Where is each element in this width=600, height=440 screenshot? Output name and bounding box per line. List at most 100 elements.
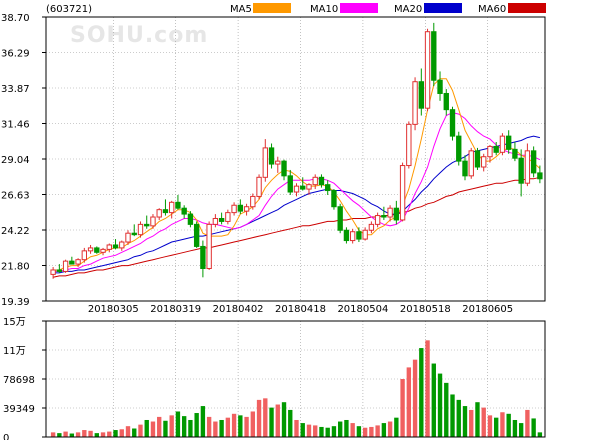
legend-label: MA5 [230, 4, 252, 15]
date-tick-label: 20180319 [150, 304, 201, 315]
candle [493, 142, 499, 156]
candle-body [368, 223, 375, 231]
candle-body [150, 216, 156, 227]
volume-bar [225, 417, 231, 437]
candle [200, 240, 206, 278]
candle-body [487, 145, 493, 158]
candle-body [530, 150, 537, 174]
volume-bar [175, 411, 181, 437]
candle-body [518, 157, 524, 184]
volume-bar [481, 407, 486, 437]
candle [281, 159, 287, 181]
date-tick-label: 20180305 [88, 304, 139, 315]
volume-bar [94, 433, 99, 437]
volume-bar [431, 363, 436, 437]
candle-body [187, 213, 194, 225]
candle-body [50, 269, 56, 275]
legend-swatch [508, 3, 546, 13]
price-panel-border [45, 16, 546, 302]
candle-body [200, 245, 206, 269]
legend-label: MA10 [310, 4, 338, 15]
candle-body [493, 145, 499, 153]
candle [524, 143, 531, 187]
volume-bar [157, 416, 162, 437]
candle [256, 174, 262, 200]
legend-swatch [253, 3, 291, 13]
candle-body [537, 172, 543, 180]
volume-bar [263, 398, 268, 437]
candle [287, 169, 293, 195]
volume-bar [319, 426, 324, 437]
volume-bar [113, 430, 118, 437]
candle [193, 221, 200, 248]
candle-body [387, 207, 393, 218]
date-axis-labels: 20180305 20180319 20180402 20180418 20180504… [88, 304, 513, 315]
candle [331, 189, 337, 210]
candle-body [262, 147, 268, 178]
candle-body [75, 259, 81, 265]
candle-body [181, 207, 187, 215]
candle-body [418, 81, 424, 109]
date-tick-label: 20180418 [275, 304, 326, 315]
price-tick-label: 36.29 [1, 49, 30, 60]
candle [75, 258, 81, 268]
candle-body [293, 185, 300, 193]
candle [300, 177, 306, 191]
volume-bar [57, 433, 62, 437]
volume-tick-label: 78698 [3, 375, 35, 386]
volume-bar [462, 406, 468, 437]
price-tick-label: 19.39 [1, 297, 30, 308]
volume-bar [506, 413, 511, 437]
volume-bar [487, 415, 493, 437]
candle-body [318, 176, 325, 186]
candle-body [406, 123, 412, 167]
candle-body [218, 217, 225, 222]
candle [474, 147, 481, 170]
volume-bar [437, 373, 443, 437]
candle [462, 155, 468, 181]
legend-item: MA60 [478, 3, 546, 15]
candle [424, 28, 431, 112]
volume-bar [344, 419, 349, 437]
candle [56, 264, 63, 273]
candle-body [87, 247, 94, 252]
volume-bar [181, 416, 187, 437]
candle [518, 149, 524, 197]
candle [368, 221, 375, 234]
candle [169, 200, 175, 219]
date-tick-label: 20180518 [400, 304, 451, 315]
candle-body [437, 79, 443, 94]
volume-bar [425, 340, 430, 437]
candle [268, 143, 275, 169]
candle [175, 194, 181, 210]
volume-bar [313, 425, 318, 437]
candle [144, 215, 150, 229]
chart-frame [45, 16, 546, 438]
candle-body [175, 201, 181, 209]
volume-bar [75, 432, 81, 437]
candle [412, 77, 418, 131]
candle [94, 246, 100, 254]
candle [275, 156, 281, 173]
price-tick-label: 29.04 [1, 155, 30, 166]
volume-tick-label: 39349 [3, 404, 35, 415]
candle-body [362, 229, 368, 240]
volume-bar [450, 394, 455, 437]
legend-label: MA60 [478, 4, 506, 15]
candle-body [237, 204, 244, 212]
volume-bar [200, 406, 206, 437]
moving-averages [52, 78, 541, 278]
candle-body [337, 206, 343, 231]
candle [468, 147, 474, 179]
candle [87, 244, 94, 254]
volume-bar [375, 425, 380, 437]
volume-bar [107, 431, 112, 437]
candle [349, 228, 356, 244]
candle-body [62, 260, 69, 272]
legend-item: MA5 [230, 3, 291, 15]
candle [181, 205, 187, 219]
candle [325, 180, 331, 195]
volume-bar [475, 402, 480, 437]
candle-body [162, 209, 169, 214]
